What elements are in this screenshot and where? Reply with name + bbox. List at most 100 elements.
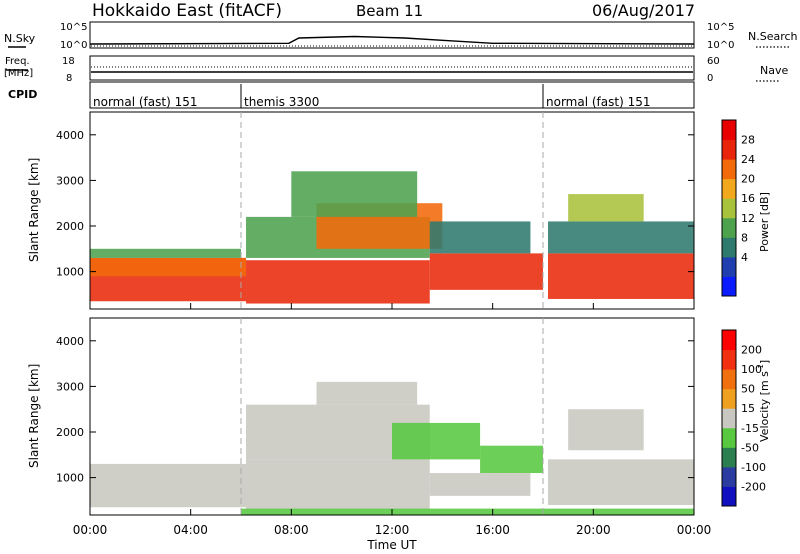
velocity-colorbar-tick: 200: [741, 344, 762, 357]
velocity-colorbar-swatch: [722, 369, 736, 390]
velocity-colorbar-tick: 15: [741, 402, 755, 415]
nsearch-tick-top: 10^5: [707, 22, 734, 33]
velocity-colorbar-swatch: [722, 330, 736, 351]
power-colorbar-swatch: [722, 217, 736, 238]
velocity-region: [568, 409, 644, 451]
power-colorbar-tick: 4: [741, 251, 748, 264]
velocity-ytick-label: 4000: [56, 335, 84, 348]
velocity-ytick-label: 3000: [56, 380, 84, 393]
velocity-colorbar: Velocity [m s-1] 200 100 50 15 -15 -50 -100 -20…: [721, 329, 771, 507]
power-region: [429, 253, 543, 290]
power-ytick-label: 2000: [56, 220, 84, 233]
station-title: Hokkaido East (fitACF): [92, 1, 282, 21]
power-colorbar-tick: 12: [741, 212, 755, 225]
nsky-frame: [89, 21, 695, 49]
power-colorbar: Power [dB] 28 24 20 16 12 8 4: [721, 119, 771, 297]
power-region: [568, 194, 644, 222]
velocity-colorbar-swatch: [722, 349, 736, 370]
velocity-ytick-label: 1000: [56, 472, 84, 485]
power-panel: 1000 2000 3000 4000 Slant Range [km]: [27, 111, 695, 310]
nave-tick-top: 60: [707, 56, 720, 67]
velocity-colorbar-frame: [721, 329, 737, 507]
velocity-ytick-label: 2000: [56, 426, 84, 439]
beam-title: Beam 11: [356, 2, 423, 20]
velocity-region: [548, 459, 694, 505]
nave-tick-bottom: 0: [707, 73, 713, 84]
power-colorbar-tick: 16: [741, 192, 755, 205]
power-ytick-label: 4000: [56, 129, 84, 142]
time-tick-label: 16:00: [475, 523, 510, 537]
power-colorbar-tick: 20: [741, 173, 755, 186]
velocity-colorbar-swatch: [722, 408, 736, 429]
velocity-colorbar-tick: -200: [741, 480, 766, 493]
power-region: [429, 221, 531, 254]
power-region: [90, 248, 241, 258]
nsky-panel: N.Sky 10^5 10^0 10^5 10^0 N.Search: [4, 21, 798, 51]
power-region: [548, 221, 694, 254]
velocity-region: [90, 463, 247, 508]
time-tick-label: 00:00: [677, 523, 712, 537]
velocity-ylabel: Slant Range [km]: [27, 364, 41, 468]
date-title: 06/Aug/2017: [592, 1, 695, 20]
nsearch-label: N.Search: [748, 30, 798, 43]
cpid-panel: CPID normal (fast) 151 themis 3300 normal …: [8, 81, 695, 109]
velocity-colorbar-tick: -100: [741, 461, 766, 474]
velocity-region: [429, 473, 531, 496]
velocity-colorbar-swatch: [722, 486, 736, 507]
cpid-segment-label: normal (fast) 151: [93, 95, 197, 109]
power-region: [246, 260, 430, 304]
nsky-tick-bottom: 10^0: [60, 40, 87, 51]
velocity-colorbar-swatch: [722, 427, 736, 448]
freq-label-line2: [MHz]: [4, 68, 33, 79]
power-region: [548, 253, 694, 299]
freq-panel: Freq. [MHz] 18 8 60 0 Nave: [4, 55, 788, 84]
power-colorbar-title: Power [dB]: [758, 192, 771, 252]
time-tick-label: 12:00: [375, 523, 410, 537]
nsky-trace: [89, 35, 695, 45]
velocity-colorbar-title-main: Velocity [m s: [758, 371, 771, 442]
cpid-segment-label: normal (fast) 151: [546, 95, 650, 109]
power-colorbar-tick: 24: [741, 153, 755, 166]
cpid-segment-label: themis 3300: [244, 95, 319, 109]
velocity-colorbar-title-sup: -1: [757, 364, 765, 371]
time-axis-label: Time UT: [366, 538, 417, 552]
velocity-colorbar-tick: -50: [741, 441, 759, 454]
velocity-heatmap: [90, 381, 694, 515]
velocity-colorbar-title-close: ]: [758, 360, 771, 364]
velocity-region: [316, 381, 418, 405]
velocity-colorbar-tick: -15: [741, 422, 759, 435]
cpid-frame: [89, 81, 695, 109]
power-ylabel: Slant Range [km]: [27, 158, 41, 262]
nave-label: Nave: [760, 64, 788, 77]
time-axis: 00:00 04:00 08:00 12:00 16:00 20:00 00:00: [73, 303, 712, 537]
time-tick-label: 00:00: [73, 523, 108, 537]
velocity-colorbar-swatch: [722, 447, 736, 468]
freq-frame: [89, 55, 695, 81]
power-y-axis: 1000 2000 3000 4000: [56, 129, 694, 279]
power-colorbar-tick: 28: [741, 134, 755, 147]
time-tick-label: 08:00: [274, 523, 309, 537]
power-colorbar-swatch: [722, 256, 736, 277]
power-colorbar-swatch: [722, 159, 736, 180]
power-colorbar-swatch: [722, 139, 736, 160]
velocity-region: [392, 422, 481, 460]
velocity-panel: 1000 2000 3000 4000 Slant Range [km]: [27, 317, 695, 516]
power-colorbar-tick: 8: [741, 231, 748, 244]
power-colorbar-swatch: [722, 237, 736, 258]
power-colorbar-frame: [721, 119, 737, 297]
nsky-tick-top: 10^5: [60, 22, 87, 33]
power-ytick-label: 1000: [56, 266, 84, 279]
time-tick-label: 20:00: [576, 523, 611, 537]
velocity-colorbar-swatch: [722, 388, 736, 409]
velocity-region: [480, 445, 543, 474]
cpid-label: CPID: [8, 88, 37, 101]
velocity-colorbar-swatch: [722, 466, 736, 487]
velocity-region: [246, 459, 430, 510]
freq-label-line1: Freq.: [5, 56, 30, 67]
velocity-colorbar-tick: 50: [741, 383, 755, 396]
freq-tick-top: 18: [62, 56, 75, 67]
power-region: [90, 257, 247, 277]
freq-tick-bottom: 8: [66, 73, 72, 84]
velocity-colorbar-title: Velocity [m s-1]: [757, 360, 771, 442]
